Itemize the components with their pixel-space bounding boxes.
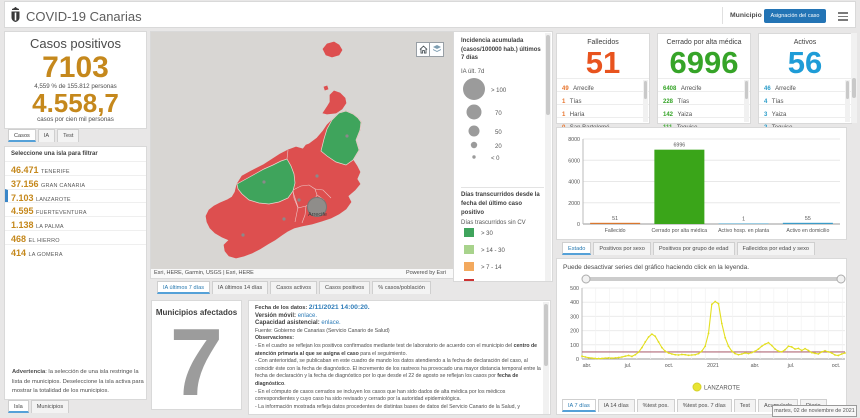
svg-text:Activo en domicilio: Activo en domicilio [786,228,829,234]
svg-text:jul.: jul. [787,363,795,369]
svg-text:500: 500 [570,286,579,292]
svg-text:2021: 2021 [707,363,719,369]
svg-text:abr.: abr. [751,363,760,369]
svg-text:oct.: oct. [665,363,674,369]
svg-text:oct.: oct. [832,363,841,369]
svg-text:> 100: > 100 [491,88,507,94]
svg-text:Activo hosp. en planta: Activo hosp. en planta [718,228,769,234]
svg-text:0: 0 [576,357,579,363]
svg-text:2000: 2000 [568,201,580,207]
svg-text:4000: 4000 [568,180,580,186]
svg-text:70: 70 [495,111,502,117]
svg-text:6996: 6996 [673,143,685,149]
svg-text:6000: 6000 [568,158,580,164]
svg-text:Arrecife: Arrecife [308,212,327,218]
svg-text:400: 400 [570,300,579,306]
svg-text:< 0: < 0 [491,156,500,162]
svg-text:51: 51 [612,216,618,222]
svg-text:Fallecido: Fallecido [605,228,626,234]
svg-text:20: 20 [495,144,502,150]
svg-text:abr.: abr. [583,363,592,369]
svg-text:0: 0 [577,222,580,228]
svg-text:8000: 8000 [568,137,580,143]
svg-text:> 30: > 30 [481,231,494,237]
svg-text:200: 200 [570,329,579,335]
svg-text:LANZAROTE: LANZAROTE [704,386,740,392]
svg-text:50: 50 [495,130,502,136]
svg-text:> 14 - 30: > 14 - 30 [481,248,506,254]
svg-text:1: 1 [742,217,745,223]
svg-text:> 7 - 14: > 7 - 14 [481,265,502,271]
svg-text:Cerrado por alta médica: Cerrado por alta médica [652,228,708,234]
svg-text:jul.: jul. [624,363,632,369]
svg-text:300: 300 [570,314,579,320]
svg-text:100: 100 [570,343,579,349]
svg-text:55: 55 [805,216,811,222]
